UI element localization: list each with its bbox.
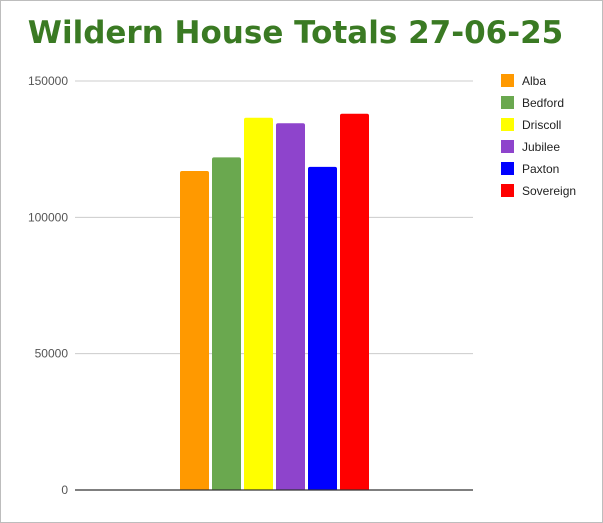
legend-swatch-alba [501,74,514,87]
bar-paxton [308,166,337,490]
legend-label-driscoll: Driscoll [522,118,561,132]
legend-swatch-bedford [501,96,514,109]
bar-alba [180,170,209,491]
y-tick-label: 150000 [28,74,68,88]
legend-swatch-jubilee [501,140,514,153]
bar-jubilee [276,123,305,490]
legend-swatch-sovereign [501,184,514,197]
legend-label-jubilee: Jubilee [522,140,560,154]
legend-label-alba: Alba [522,74,546,88]
legend-label-bedford: Bedford [522,96,564,110]
chart-title: Wildern House Totals 27-06-25 [27,15,564,51]
y-tick-label: 100000 [28,210,68,224]
bar-sovereign [340,113,369,490]
legend-label-paxton: Paxton [522,162,559,176]
legend-swatch-driscoll [501,118,514,131]
bar-driscoll [244,117,273,490]
y-tick-label: 50000 [35,347,69,361]
bar-bedford [212,157,241,490]
y-tick-label: 0 [61,483,68,497]
legend-swatch-paxton [501,162,514,175]
legend-label-sovereign: Sovereign [522,184,576,198]
